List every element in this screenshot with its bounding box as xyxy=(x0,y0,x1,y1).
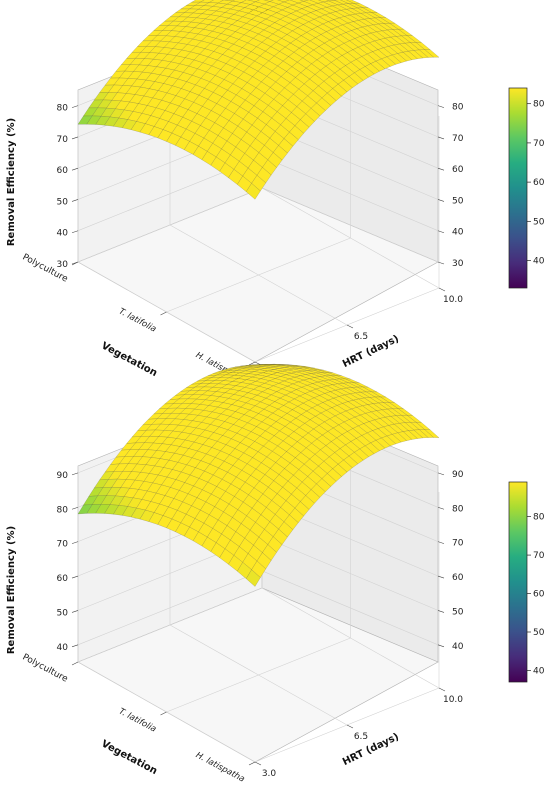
z-tick-label-left: 60 xyxy=(57,574,69,584)
z-tick-label-right: 40 xyxy=(452,228,464,238)
z-tick-label-left: 90 xyxy=(57,471,69,481)
z-tick-label-right: 90 xyxy=(452,470,464,480)
colorbar-tick-label: 40 xyxy=(533,257,545,267)
z-tick-label-left: 40 xyxy=(57,643,69,653)
z-tick-label-left: 70 xyxy=(57,540,69,550)
hrt-tick-label: 3.0 xyxy=(262,769,277,779)
surface-chart-b: (b)303040405050606070708080PolycultureT.… xyxy=(6,0,545,385)
z-tick-label-right: 70 xyxy=(452,134,464,144)
vegetation-tick-label: Polyculture xyxy=(21,652,70,684)
vegetation-tick-label: T. latifolia xyxy=(117,307,158,335)
hrt-tick-labels: 3.0 6.5 10.0 xyxy=(254,687,463,779)
hrt-axis-title: HRT (days) xyxy=(341,333,401,370)
surface-patch xyxy=(246,569,261,587)
z-tick-labels: 40 40 50 50 60 60 70 70 80 80 90 90 xyxy=(57,470,464,653)
z-axis-title: Removal Efficiency (%) xyxy=(6,526,17,654)
hrt-tick-label: 6.5 xyxy=(354,732,368,742)
colorbar-tick-label: 70 xyxy=(533,139,545,149)
z-tick-label-left: 80 xyxy=(57,505,69,515)
z-tick-label-left: 40 xyxy=(57,229,69,239)
colorbar-bar xyxy=(508,481,528,683)
colorbar-tick-label: 80 xyxy=(533,100,545,110)
vegetation-axis-title: Vegetation xyxy=(99,340,159,379)
surface-chart-c: (c)404050506060707080809090PolycultureT.… xyxy=(6,364,545,785)
colorbar-tick-label: 60 xyxy=(533,590,545,600)
surface xyxy=(77,0,440,200)
vegetation-tick-label: H. latispatha xyxy=(194,750,246,784)
colorbar-bar xyxy=(508,87,528,289)
z-tick-label-right: 60 xyxy=(452,165,464,175)
hrt-tick-label: 10.0 xyxy=(443,695,463,705)
z-tick-label-left: 50 xyxy=(57,197,69,207)
colorbar-tick-label: 50 xyxy=(533,217,545,227)
vegetation-tick-label: T. latifolia xyxy=(117,707,158,735)
surface xyxy=(77,364,440,587)
z-tick-label-right: 80 xyxy=(452,103,464,113)
colorbar-tick-label: 60 xyxy=(533,178,545,188)
colorbar-tick-label: 70 xyxy=(533,551,545,561)
z-tick-label-left: 80 xyxy=(57,104,69,114)
hrt-tick-label: 10.0 xyxy=(443,295,463,305)
surface-patch xyxy=(246,183,261,200)
hrt-axis-title: HRT (days) xyxy=(341,731,401,768)
colorbar: 40 50 60 70 80 xyxy=(508,481,545,683)
hrt-tick-label: 6.5 xyxy=(354,332,368,342)
z-tick-label-left: 60 xyxy=(57,166,69,176)
colorbar: 40 50 60 70 80 xyxy=(508,87,545,289)
z-tick-labels: 30 30 40 40 50 50 60 60 70 70 80 80 xyxy=(57,103,464,270)
z-tick-label-left: 30 xyxy=(57,260,69,270)
z-tick-label-right: 60 xyxy=(452,573,464,583)
z-tick-label-right: 50 xyxy=(452,607,464,617)
z-tick-label-left: 70 xyxy=(57,135,69,145)
z-tick-label-right: 50 xyxy=(452,196,464,206)
colorbar-tick-label: 50 xyxy=(533,628,545,638)
colorbar-tick-label: 80 xyxy=(533,513,545,523)
z-axis-title: Removal Efficiency (%) xyxy=(6,118,17,246)
z-tick-label-right: 40 xyxy=(452,642,464,652)
z-tick-label-right: 70 xyxy=(452,539,464,549)
z-tick-label-left: 50 xyxy=(57,608,69,618)
z-tick-label-right: 30 xyxy=(452,259,464,269)
vegetation-axis-title: Vegetation xyxy=(99,738,159,777)
z-tick-label-right: 80 xyxy=(452,504,464,514)
colorbar-tick-label: 40 xyxy=(533,666,545,676)
